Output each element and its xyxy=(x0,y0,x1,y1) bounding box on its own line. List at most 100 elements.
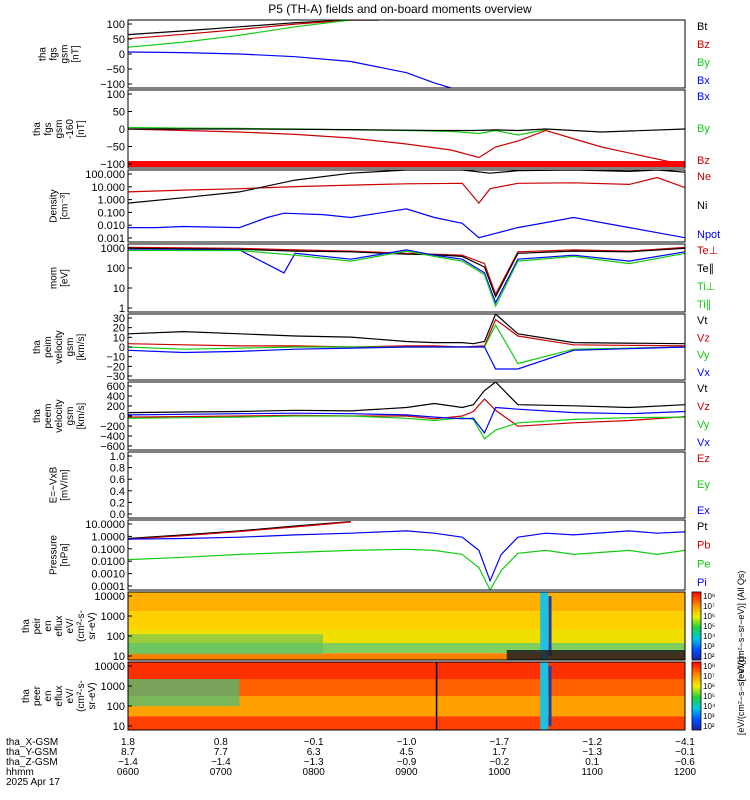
y-axis-label: Pressure xyxy=(49,535,60,575)
y-axis-label: eflux xyxy=(54,685,65,706)
panel-temp: 1000 100 10 1 mom [eV] Te⊥ Te∥ Ti⊥ Ti∥ xyxy=(49,243,719,315)
x-axis-tick-label: 1.7 xyxy=(492,747,506,758)
legend-entry: Vy xyxy=(697,419,710,431)
y-tick-label: 20 xyxy=(113,323,125,335)
legend-entry: Vz xyxy=(697,401,710,413)
legend-entry: Bx xyxy=(697,75,710,87)
y-axis-label: tha xyxy=(32,409,43,423)
y-tick-label: 200 xyxy=(107,401,125,413)
colorbar-label: [eV/(cm²−s−sr−eV)] (All Qs) xyxy=(736,571,746,682)
y-tick-label: 0 xyxy=(119,49,125,61)
legend-entry: By xyxy=(697,123,710,135)
x-axis-tick-label: 4.5 xyxy=(400,747,414,758)
y-tick-label: 0 xyxy=(119,342,125,354)
x-axis-tick-label: 0900 xyxy=(395,767,418,778)
x-axis-tick-label: −0.6 xyxy=(675,757,695,768)
x-axis-tick-label: 1.8 xyxy=(121,737,135,748)
y-tick-label: 0.6 xyxy=(110,474,125,486)
x-axis-tick-label: 0800 xyxy=(303,767,326,778)
panel-fgs: 100 50 0 −50 −100 tha fgs gsm [nT] Bt Bz By Bx xyxy=(38,19,711,91)
panel-frame xyxy=(127,169,686,243)
series-line-Bz xyxy=(128,20,379,40)
y-tick-label: 50 xyxy=(113,34,125,46)
legend-entry: Ex xyxy=(697,505,710,517)
series-line-Pe xyxy=(128,548,685,590)
x-axis-tick-label: 6.3 xyxy=(307,747,321,758)
legend-entry: Bt xyxy=(697,21,707,33)
spectrogram-low-flux xyxy=(128,679,240,707)
y-tick-label: 400 xyxy=(107,391,125,403)
y-tick-label: 10.000 xyxy=(91,182,125,194)
y-axis-label: [nT] xyxy=(71,45,82,62)
series-line-Ne xyxy=(128,176,685,205)
colorbar-tick-label: 10³ xyxy=(703,642,715,651)
y-axis-label: peer xyxy=(32,685,43,706)
y-tick-label: 10 xyxy=(113,651,125,663)
colorbar-tick-label: 10² xyxy=(703,652,715,661)
x-axis-row-label: tha_X-GSM xyxy=(6,737,58,748)
y-tick-label: 100.000 xyxy=(85,169,125,181)
legend-entry: Ti∥ xyxy=(697,299,711,311)
y-tick-label: −100 xyxy=(100,159,125,171)
y-axis-label: velocity xyxy=(54,330,65,363)
series-group xyxy=(128,246,685,308)
y-tick-label: 1 xyxy=(119,303,125,315)
legend-entry: Pb xyxy=(697,540,710,552)
spectrogram-low-flux xyxy=(128,634,323,655)
colorbar-tick-label: 10⁷ xyxy=(703,602,715,611)
series-group xyxy=(128,521,685,590)
y-tick-label: 0.010 xyxy=(97,220,125,232)
x-axis-tick-label: 0.1 xyxy=(585,757,599,768)
y-tick-label: 1000 xyxy=(101,243,125,255)
x-axis-tick-label: −4.1 xyxy=(675,737,695,748)
legend-entry: Bx xyxy=(697,91,710,103)
y-tick-label: 1.0000 xyxy=(91,531,125,543)
y-axis-label: eV/ xyxy=(65,688,76,703)
y-axis-label: en xyxy=(43,620,54,631)
y-tick-label: 30 xyxy=(113,313,125,325)
y-tick-label: 0 xyxy=(119,411,125,423)
y-axis-label: velocity xyxy=(54,399,65,432)
colorbar-tick-label: 10⁴ xyxy=(703,632,716,641)
y-axis-label: gsm xyxy=(65,407,76,426)
series-line-Ti⊥ xyxy=(128,249,685,305)
x-axis-tick-label: −0.1 xyxy=(304,737,324,748)
x-axis-tick-label: −1.3 xyxy=(304,757,324,768)
spectrogram-dropout-core xyxy=(548,596,552,656)
panel-frame xyxy=(127,19,686,89)
colorbar-tick-label: 10⁷ xyxy=(703,672,715,681)
series-line-Vz xyxy=(128,398,685,427)
series-line-Vt xyxy=(128,314,685,345)
legend-entry: Bz xyxy=(697,39,710,51)
y-axis-label: gsm xyxy=(54,120,65,139)
legend-entry: By xyxy=(697,57,710,69)
panel-frame xyxy=(127,519,686,591)
y-axis-label: fgs xyxy=(43,122,54,135)
y-axis-label: Density xyxy=(49,189,60,222)
legend-entry: Ne xyxy=(697,171,711,183)
y-tick-label: 0.0001 xyxy=(91,581,125,593)
series-line-Vy xyxy=(128,415,685,440)
spectrogram-band xyxy=(128,662,685,679)
x-axis-tick-label: 7.7 xyxy=(214,747,228,758)
y-tick-label: −400 xyxy=(100,431,125,443)
y-tick-label: −600 xyxy=(100,441,125,453)
y-axis-label: peir xyxy=(32,617,43,634)
y-tick-label: 100 xyxy=(107,19,125,31)
x-axis-row-label: tha_Y-GSM xyxy=(6,747,57,758)
colorbar-tick-label: 10⁵ xyxy=(703,622,715,631)
y-tick-label: 100 xyxy=(107,701,125,713)
series-line-Vt xyxy=(128,382,685,414)
red-band xyxy=(128,161,685,167)
x-axis-tick-label: −0.2 xyxy=(489,757,509,768)
x-axis-tick-label: 1100 xyxy=(581,767,603,778)
y-tick-label: −50 xyxy=(106,142,125,154)
x-axis-tick-label: −1.0 xyxy=(397,737,417,748)
panel-fgs_dsl: 100 50 0 −50 −100 tha fgs gsm -160 [nT] Bx By Bz xyxy=(32,89,710,171)
legend-entry: Pe xyxy=(697,558,710,570)
y-tick-label: 0.001 xyxy=(97,233,125,245)
